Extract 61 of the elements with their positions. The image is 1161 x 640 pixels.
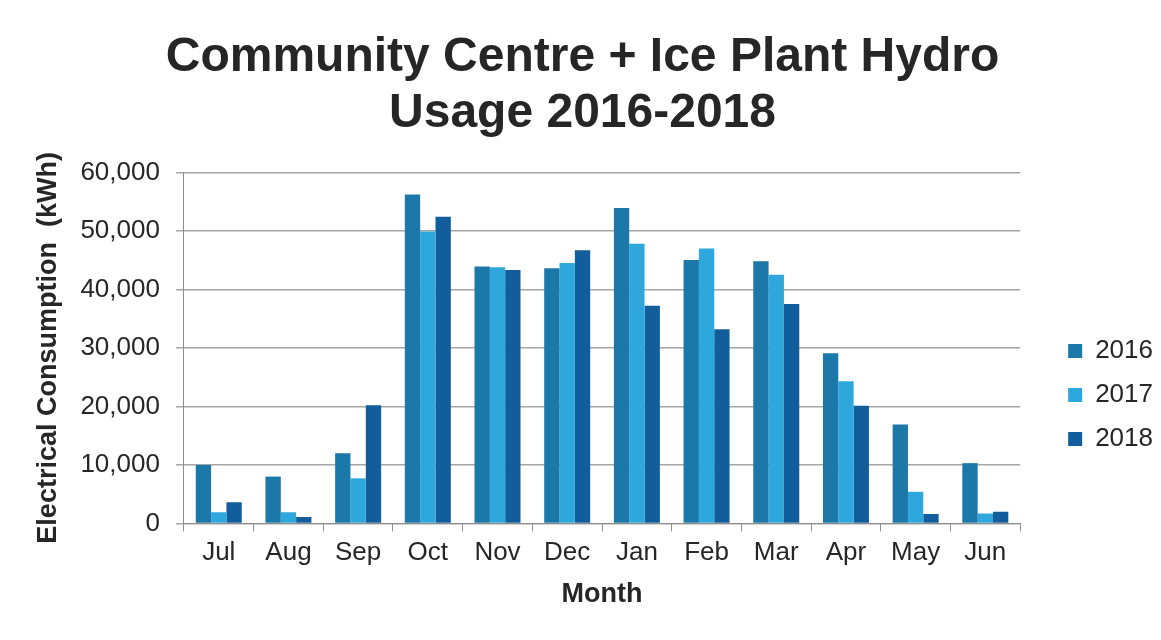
bar <box>226 502 242 523</box>
x-tick-label: Sep <box>335 536 382 567</box>
legend-label: 2018 <box>1095 422 1153 453</box>
x-tick-label: Apr <box>825 536 867 567</box>
bar <box>962 463 978 523</box>
bar <box>613 208 630 523</box>
bar <box>923 514 939 523</box>
bar <box>489 267 506 523</box>
bar <box>280 512 297 523</box>
bar <box>296 516 312 523</box>
bar <box>559 263 575 523</box>
bar <box>644 305 660 523</box>
bar <box>195 464 212 523</box>
bar <box>822 353 839 523</box>
bar <box>629 243 645 523</box>
y-tick-label: 30,000 <box>80 331 160 362</box>
y-tick-label: 0 <box>145 506 160 537</box>
chart-title: Community Centre + Ice Plant Hydro Usage 2016-2018 <box>165 28 1000 137</box>
bar <box>892 424 908 523</box>
bar <box>435 216 451 523</box>
bar <box>420 231 436 523</box>
y-tick-label: 40,000 <box>80 272 160 303</box>
bar <box>992 511 1009 523</box>
bar <box>838 381 854 523</box>
bar <box>574 250 591 523</box>
x-tick-label: Aug <box>265 536 312 567</box>
bar <box>698 248 715 523</box>
y-axis-title: Electrical Consumption (kWh) <box>31 152 62 544</box>
y-tick-label: 10,000 <box>80 448 160 479</box>
y-tick-label: 60,000 <box>80 155 160 186</box>
bar <box>907 491 924 523</box>
bar <box>474 266 490 523</box>
x-tick-label: Jan <box>615 536 658 567</box>
bar <box>505 270 521 523</box>
x-tick-label: Nov <box>474 536 521 567</box>
x-axis-title: Month <box>561 578 643 609</box>
bar <box>683 260 699 523</box>
bar <box>544 268 560 523</box>
legend-label: 2016 <box>1095 334 1153 365</box>
bar <box>783 304 800 523</box>
y-tick-label: 50,000 <box>80 214 160 245</box>
bar <box>350 478 366 523</box>
bar <box>265 476 281 523</box>
x-tick-label: Oct <box>407 536 449 567</box>
bar <box>365 405 382 523</box>
bar <box>753 261 769 523</box>
bar <box>211 512 227 523</box>
bar <box>335 453 351 523</box>
bar <box>404 194 421 523</box>
legend-label: 2017 <box>1095 378 1153 409</box>
bar <box>853 405 869 523</box>
x-tick-label: Jun <box>964 536 1007 567</box>
bar <box>977 513 993 523</box>
x-tick-label: Jul <box>202 536 236 567</box>
x-tick-label: Feb <box>684 536 729 567</box>
x-tick-label: May <box>891 536 941 567</box>
bar <box>714 329 730 523</box>
x-tick-label: Dec <box>544 536 591 567</box>
bar <box>768 274 784 523</box>
y-tick-label: 20,000 <box>80 389 160 420</box>
x-tick-label: Mar <box>753 536 799 567</box>
